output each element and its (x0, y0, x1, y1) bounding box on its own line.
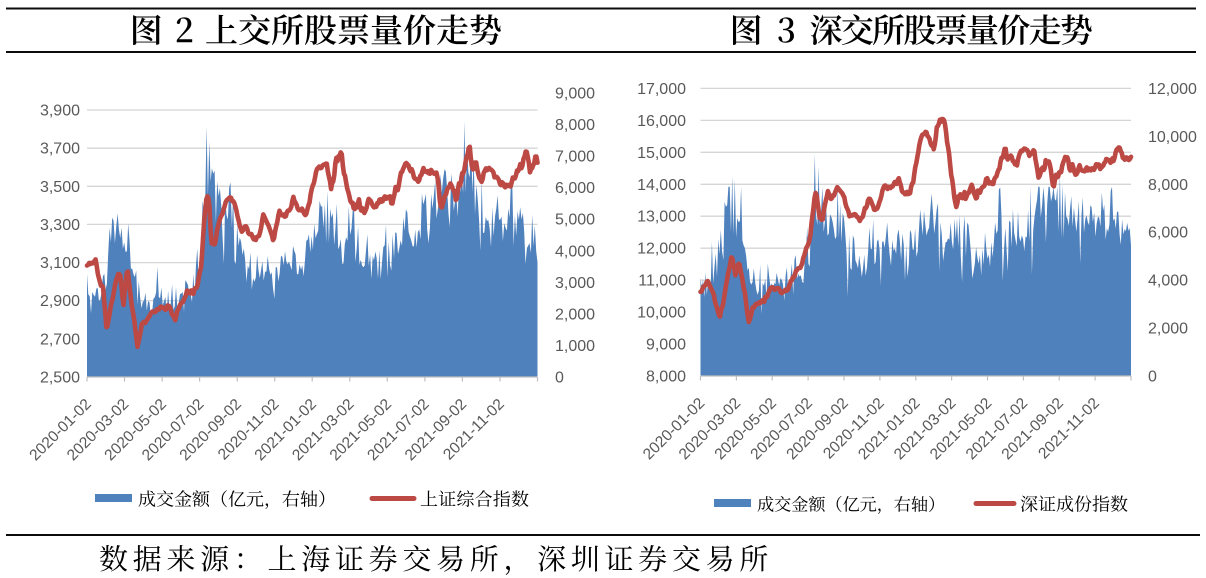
svg-text:9,000: 9,000 (555, 86, 595, 103)
svg-text:9,000: 9,000 (646, 337, 686, 354)
svg-text:3,700: 3,700 (40, 141, 80, 158)
svg-text:0: 0 (555, 370, 564, 387)
svg-text:12,000: 12,000 (1148, 81, 1197, 98)
svg-text:3,300: 3,300 (40, 217, 80, 234)
svg-text:8,000: 8,000 (555, 117, 595, 134)
svg-text:8,000: 8,000 (1148, 177, 1188, 194)
svg-text:2,000: 2,000 (555, 306, 595, 323)
svg-text:8,000: 8,000 (646, 369, 686, 386)
svg-text:6,000: 6,000 (1148, 225, 1188, 242)
svg-text:2,500: 2,500 (40, 370, 80, 387)
svg-text:10,000: 10,000 (1148, 129, 1197, 146)
svg-text:16,000: 16,000 (637, 113, 686, 130)
svg-text:17,000: 17,000 (637, 81, 686, 98)
svg-text:14,000: 14,000 (637, 177, 686, 194)
svg-text:3,500: 3,500 (40, 179, 80, 196)
svg-text:7,000: 7,000 (555, 149, 595, 166)
svg-text:4,000: 4,000 (1148, 273, 1188, 290)
svg-text:0: 0 (1148, 369, 1157, 386)
svg-text:15,000: 15,000 (637, 145, 686, 162)
svg-text:13,000: 13,000 (637, 209, 686, 226)
svg-text:2,900: 2,900 (40, 293, 80, 310)
svg-text:12,000: 12,000 (637, 241, 686, 258)
svg-text:2,000: 2,000 (1148, 321, 1188, 338)
svg-text:3,900: 3,900 (40, 103, 80, 120)
svg-text:3,100: 3,100 (40, 255, 80, 272)
svg-text:11,000: 11,000 (638, 273, 686, 290)
svg-text:2,700: 2,700 (40, 331, 80, 348)
svg-text:6,000: 6,000 (555, 180, 595, 197)
svg-text:10,000: 10,000 (637, 305, 686, 322)
svg-text:1,000: 1,000 (555, 338, 595, 355)
svg-text:5,000: 5,000 (555, 212, 595, 229)
svg-text:3,000: 3,000 (555, 275, 595, 292)
svg-text:4,000: 4,000 (555, 243, 595, 260)
